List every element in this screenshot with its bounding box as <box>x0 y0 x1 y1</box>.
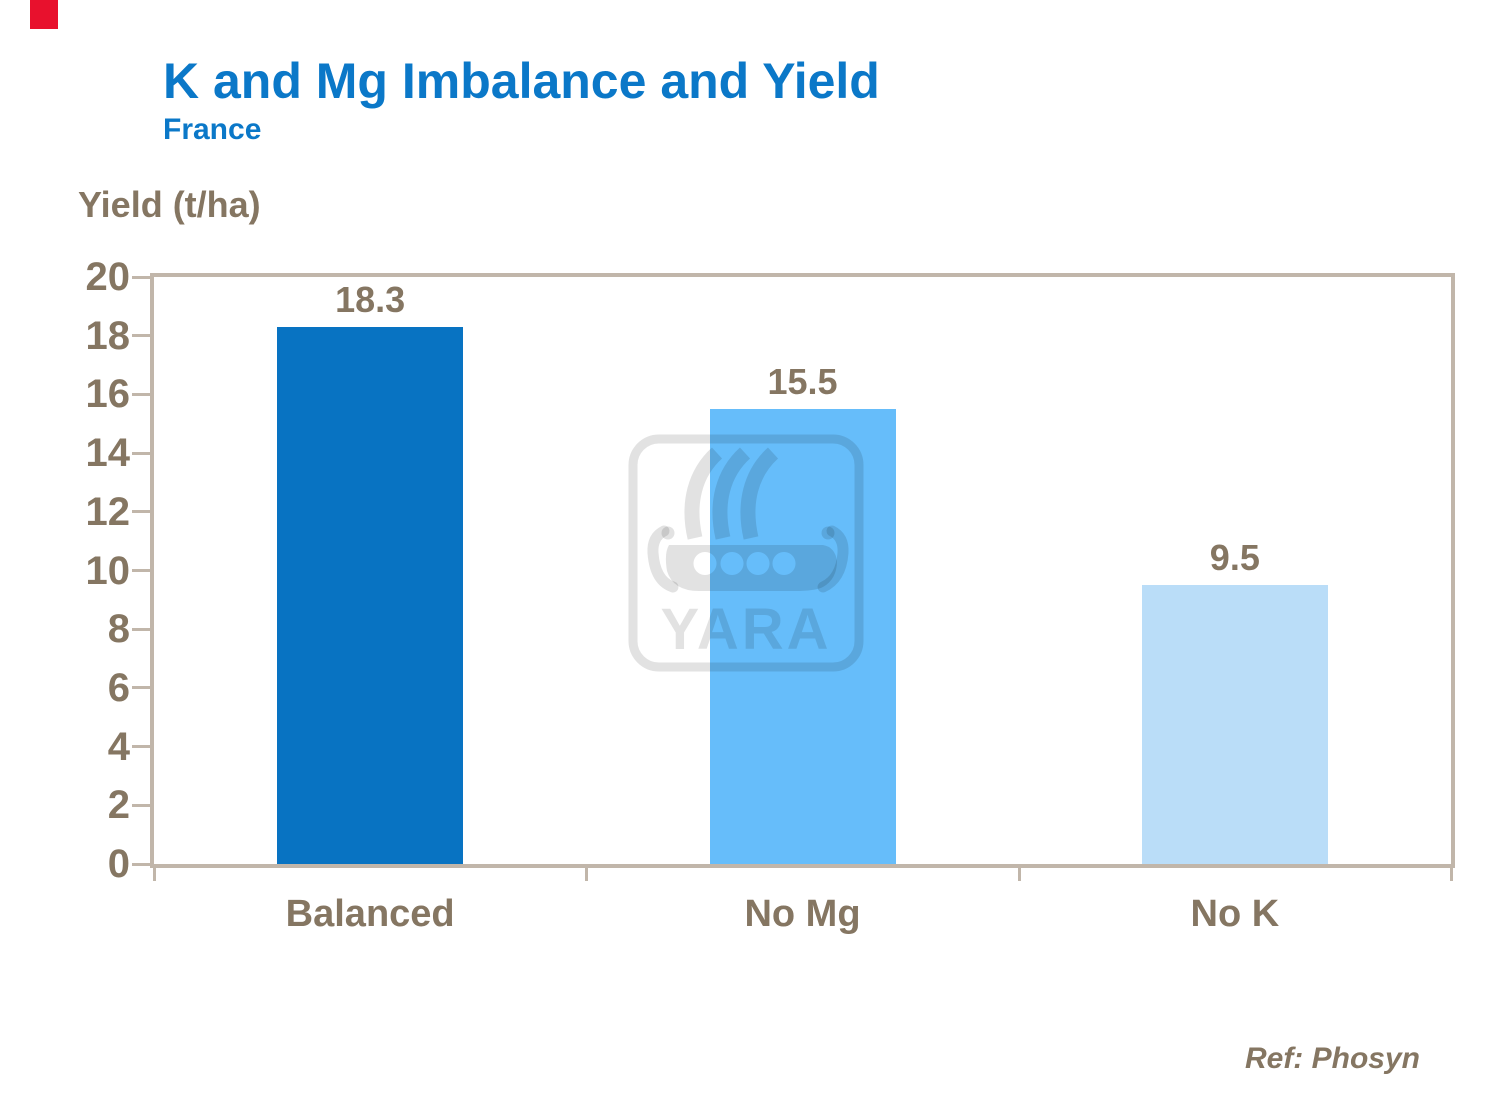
y-tick-label: 6 <box>107 665 130 710</box>
red-corner-marker <box>30 0 58 29</box>
category-label-no-k: No K <box>1190 893 1280 935</box>
ship-sail-icon <box>712 447 751 540</box>
category-label-no-mg: No Mg <box>744 893 861 935</box>
ship-prow-knob <box>661 526 675 540</box>
y-tick-label: 0 <box>107 842 130 886</box>
bar-balanced <box>277 326 464 864</box>
y-tick-mark <box>132 803 150 807</box>
y-tick-mark <box>132 569 150 572</box>
bar-value-label: 9.5 <box>1209 537 1260 579</box>
y-tick-label: 12 <box>85 489 131 534</box>
y-tick-label: 4 <box>107 724 130 769</box>
watermark-text: YARA <box>660 597 831 662</box>
y-tick-label: 14 <box>85 431 131 476</box>
bar-no-k <box>1141 585 1328 864</box>
y-tick-mark <box>132 510 150 514</box>
ship-sail-icon <box>684 447 723 540</box>
plot-area <box>150 273 1455 868</box>
ship-hull-icon <box>665 545 837 591</box>
x-tick-mark <box>1017 864 1021 881</box>
ship-sail-icon <box>740 447 779 540</box>
y-tick-label: 20 <box>85 255 131 299</box>
x-tick-mark <box>585 864 589 881</box>
y-tick-label: 18 <box>85 313 131 358</box>
page-title: K and Mg Imbalance and Yield <box>163 53 880 109</box>
y-axis-title: Yield (t/ha) <box>78 184 261 225</box>
y-tick-label: 10 <box>85 548 131 593</box>
bar-value-label: 18.3 <box>335 278 406 320</box>
y-tick-mark <box>132 451 150 455</box>
ship-prow-icon <box>647 525 679 593</box>
y-tick-mark <box>132 862 150 866</box>
y-tick-mark <box>132 686 150 690</box>
bar-value-label: 15.5 <box>767 361 838 403</box>
y-tick-label: 2 <box>107 783 130 828</box>
y-tick-label: 16 <box>85 372 131 417</box>
ship-stern-knob <box>821 526 835 540</box>
x-tick-mark <box>1450 864 1453 881</box>
y-tick-mark <box>132 745 150 749</box>
page-subtitle: France <box>163 113 262 146</box>
reference-text: Ref: Phosyn <box>1244 1042 1420 1075</box>
category-label-balanced: Balanced <box>285 893 455 935</box>
y-tick-mark <box>132 627 150 631</box>
x-tick-mark <box>153 864 156 881</box>
watermark-frame <box>628 434 864 672</box>
y-tick-label: 8 <box>107 607 130 652</box>
yara-watermark-logo: YARA <box>628 434 864 672</box>
y-tick-mark <box>132 334 150 338</box>
y-tick-mark <box>132 275 150 279</box>
ship-stern-icon <box>817 525 849 593</box>
bar-no-mg <box>709 409 896 864</box>
y-tick-mark <box>132 392 150 396</box>
